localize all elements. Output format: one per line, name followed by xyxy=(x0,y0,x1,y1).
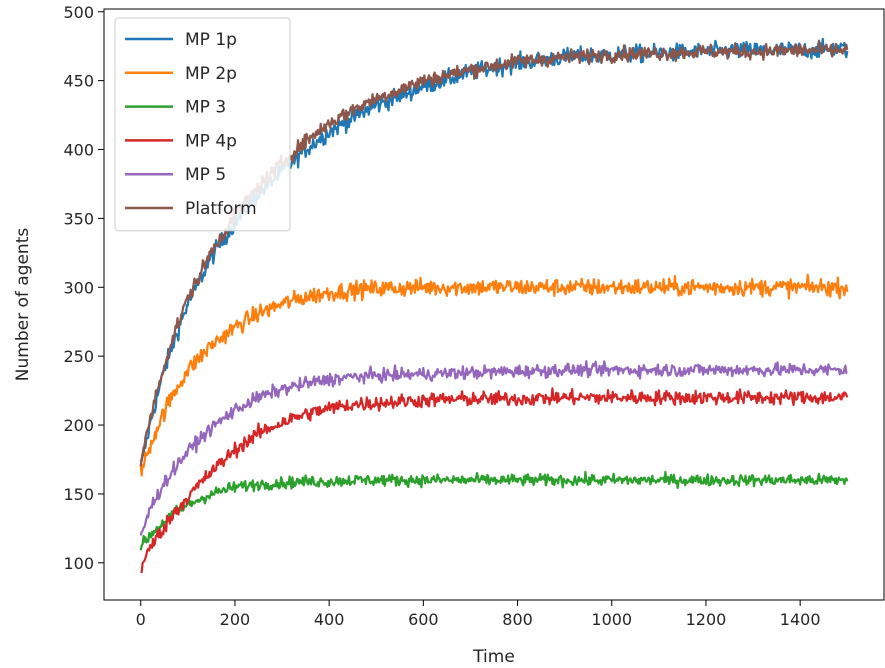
legend-box xyxy=(114,17,291,232)
legend-label: MP 1p xyxy=(185,30,237,50)
y-tick-label: 150 xyxy=(63,485,94,504)
series-line-mp-2p xyxy=(139,273,849,477)
series-line-mp-4p xyxy=(140,387,849,574)
y-tick-label: 400 xyxy=(63,141,94,160)
y-tick-label: 200 xyxy=(63,416,94,435)
x-tick-label: 1200 xyxy=(686,610,727,629)
legend-label: Platform xyxy=(185,199,257,219)
x-tick-label: 600 xyxy=(408,610,439,629)
axes-frame xyxy=(103,8,885,601)
series-line-mp-5 xyxy=(139,360,848,536)
legend-label: MP 4p xyxy=(185,131,237,151)
y-tick-label: 100 xyxy=(63,554,94,573)
legend-label: MP 3 xyxy=(185,98,226,118)
legend-label: MP 2p xyxy=(185,64,237,84)
y-tick-label: 350 xyxy=(63,209,94,228)
x-tick-label: 0 xyxy=(136,610,146,629)
y-tick-label: 250 xyxy=(63,347,94,366)
x-tick-label: 400 xyxy=(314,610,345,629)
y-tick-label: 500 xyxy=(63,3,94,22)
x-tick-label: 200 xyxy=(220,610,251,629)
y-tick-label: 450 xyxy=(63,72,94,91)
x-axis-label: Time xyxy=(472,647,515,667)
x-tick-label: 1000 xyxy=(591,610,632,629)
y-axis-label: Number of agents xyxy=(13,228,33,382)
y-axis: 100 150 200 250 300 350 400 450 500 xyxy=(63,3,104,573)
legend-label: MP 5 xyxy=(185,165,226,185)
x-tick-label: 800 xyxy=(502,610,533,629)
x-axis: 0 200 400 600 800 1000 1200 1400 xyxy=(136,600,821,629)
series-line-mp-3 xyxy=(139,470,849,551)
legend: MP 1p MP 2p MP 3 MP 4p MP 5 Platform xyxy=(114,17,291,232)
y-tick-label: 300 xyxy=(63,278,94,297)
x-tick-label: 1400 xyxy=(780,610,821,629)
